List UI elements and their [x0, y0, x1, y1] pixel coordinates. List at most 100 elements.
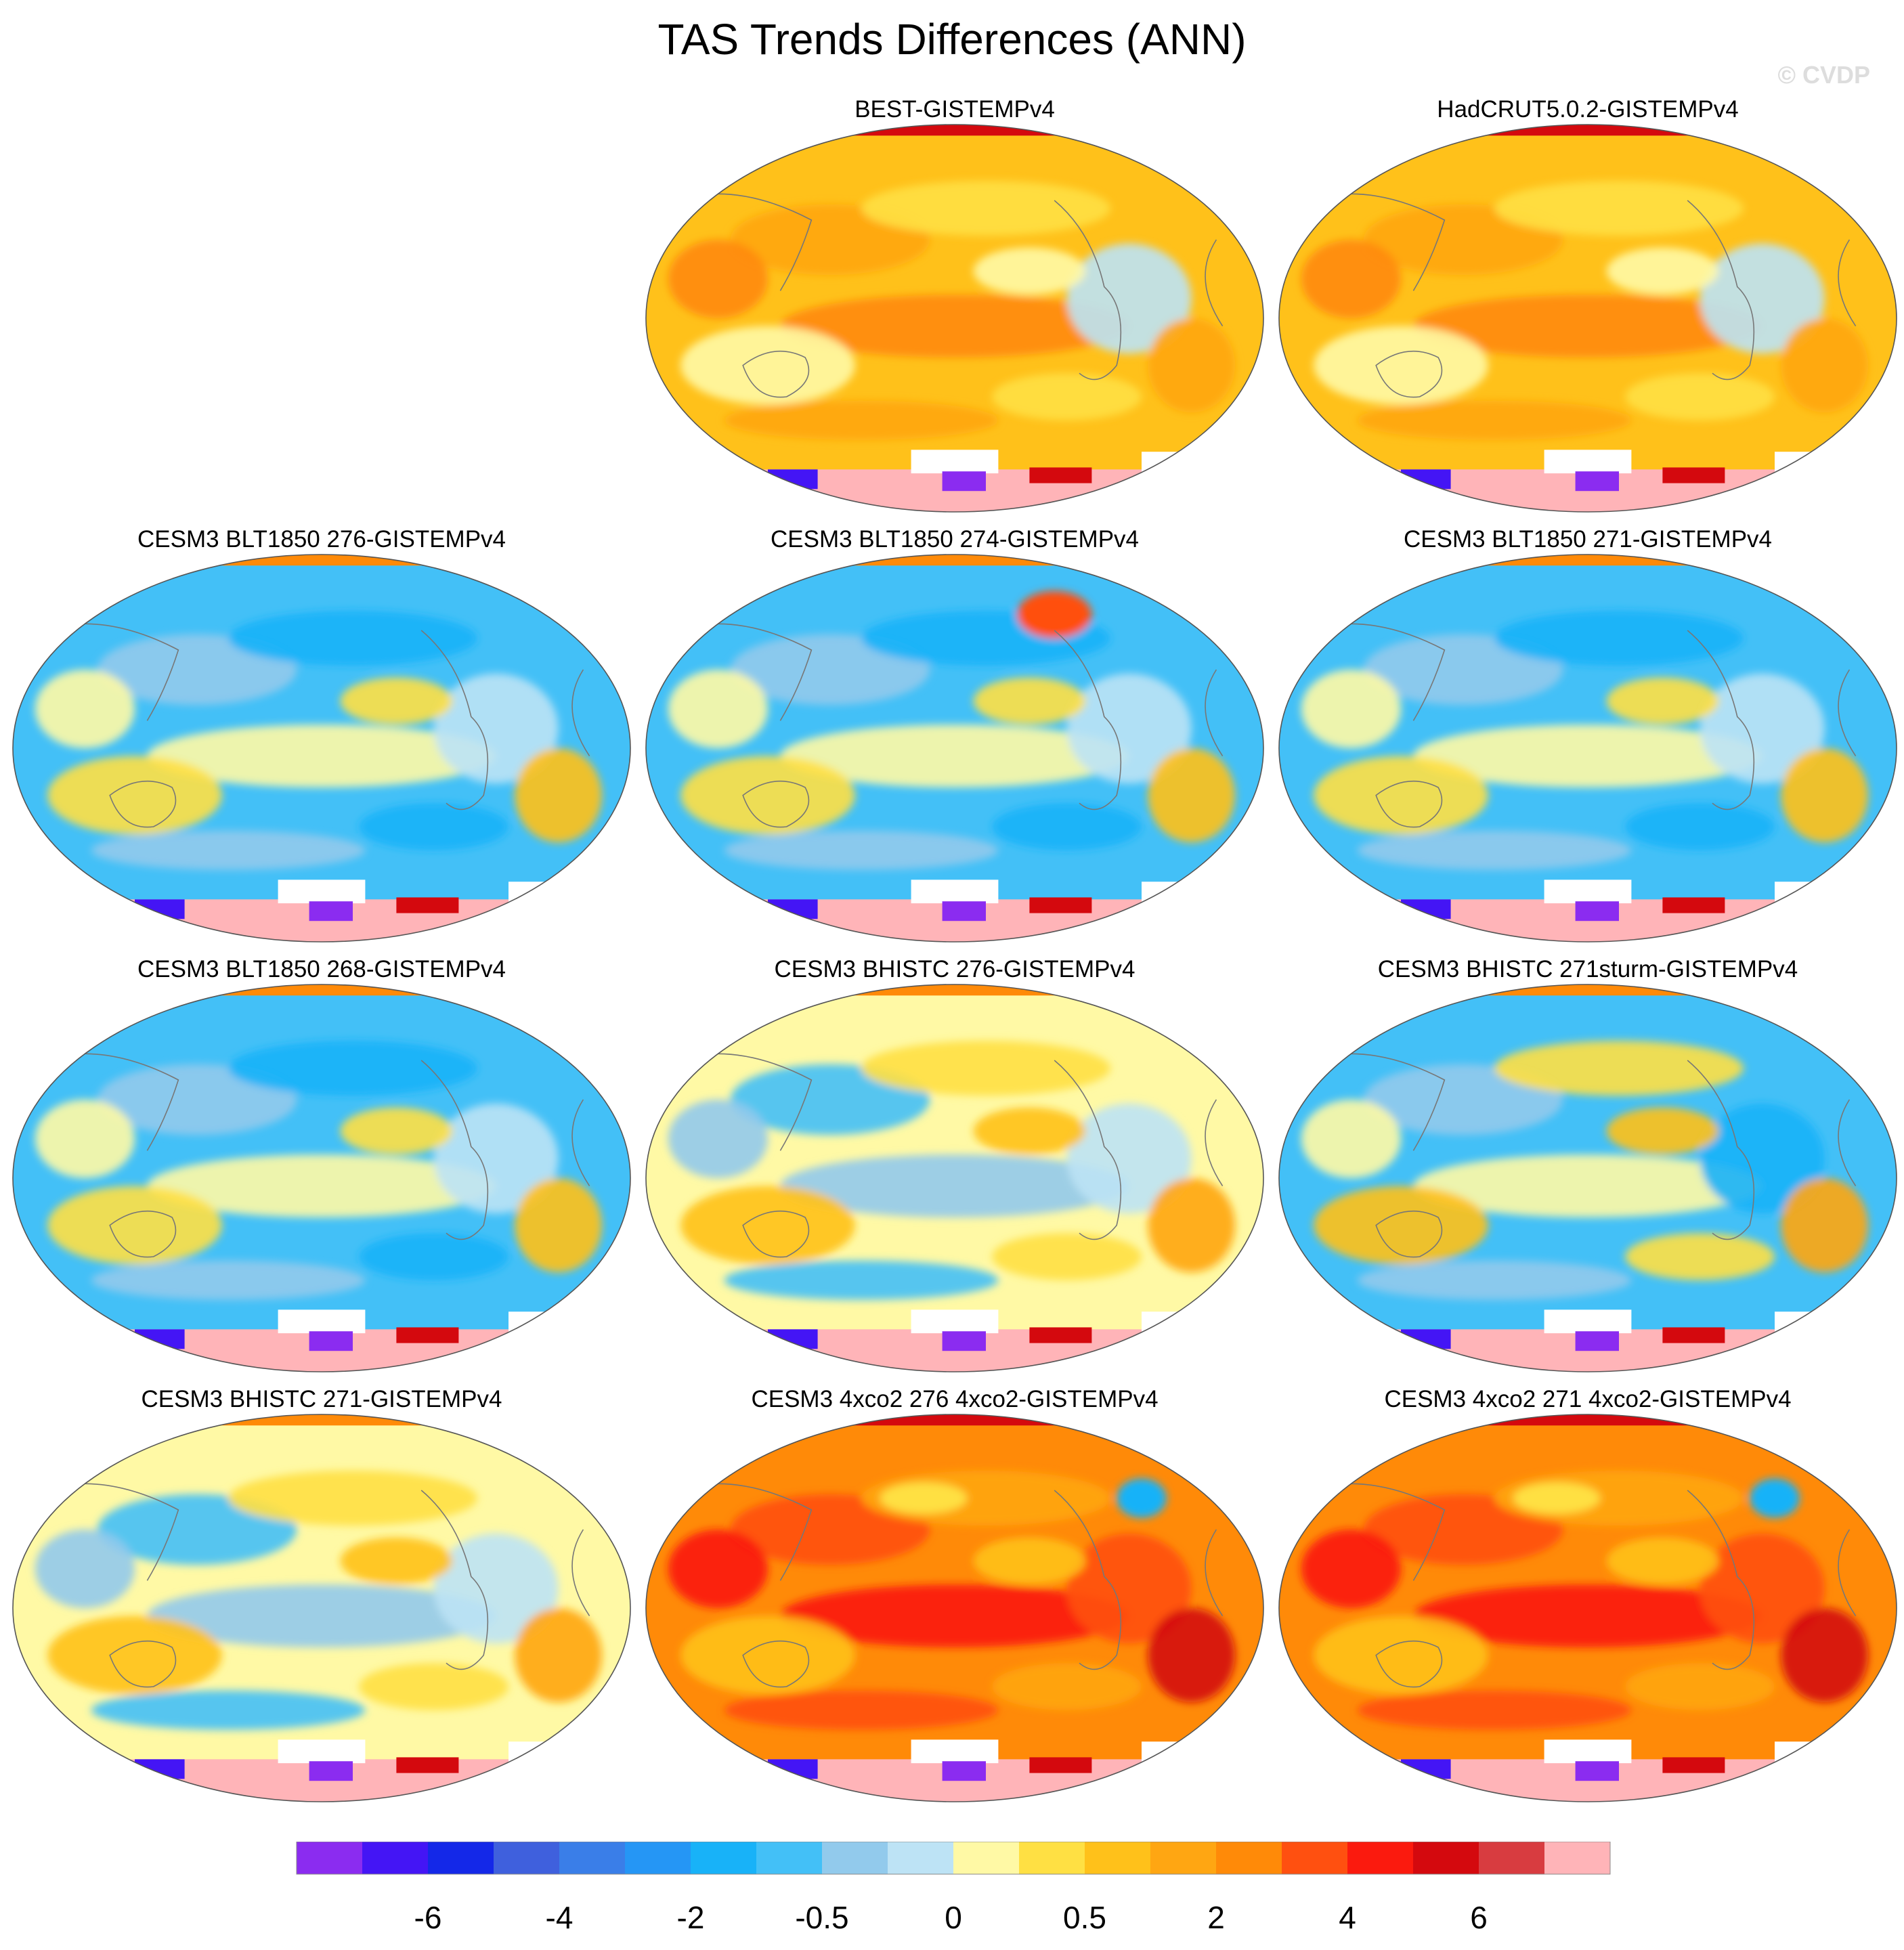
field-blob: [724, 1690, 999, 1730]
field-blob: [973, 677, 1086, 725]
field-blob: [340, 1107, 453, 1155]
field-blob: [359, 1663, 509, 1710]
field-blob: [47, 756, 222, 835]
map-panel: CESM3 BLT1850 268-GISTEMPv4: [7, 955, 636, 1374]
antarctic-region: [646, 1309, 1263, 1372]
antarctic-patch: [1575, 471, 1619, 492]
field-blob: [515, 1608, 602, 1703]
field-blob: [1494, 611, 1744, 666]
australia-outline: [742, 350, 810, 398]
antarctic-patch: [135, 1759, 185, 1779]
field-blob: [1148, 1178, 1235, 1273]
africa-outline: [1838, 1529, 1857, 1617]
field-blob: [680, 1186, 855, 1265]
map-svg: [645, 554, 1264, 942]
antarctic-patch: [1662, 897, 1725, 913]
antarctic-patch: [1401, 899, 1451, 919]
antarctic-missing: [1142, 452, 1217, 483]
field-blob: [880, 1482, 968, 1514]
antarctic-missing: [1544, 1739, 1632, 1764]
map-svg: [12, 984, 631, 1372]
africa-outline: [1205, 239, 1224, 327]
antarctic-patch: [706, 1325, 743, 1334]
field-blob: [35, 1530, 135, 1608]
field-blob: [515, 748, 602, 843]
americas-outline: [1687, 200, 1755, 381]
antarctic-patch: [1339, 1325, 1377, 1334]
field-blob: [47, 1616, 222, 1695]
colorbar-box: [1544, 1842, 1610, 1874]
australia-outline: [1375, 350, 1443, 398]
australia-outline: [109, 1640, 177, 1688]
antarctic-patch: [1662, 1757, 1725, 1773]
field-blob: [35, 670, 135, 748]
colorbar-tick-label: 0: [945, 1900, 962, 1935]
map-svg: [1278, 554, 1897, 942]
colorbar-box: [691, 1842, 756, 1874]
colorbar-tick-label: -4: [546, 1900, 574, 1935]
antarctic-patch: [309, 901, 353, 922]
antarctic-region: [13, 1309, 630, 1372]
field-blob: [973, 247, 1086, 295]
antarctic-patch: [942, 471, 986, 492]
panel-title: CESM3 4xco2 271 4xco2-GISTEMPv4: [1384, 1386, 1792, 1412]
antarctic-missing: [278, 1309, 366, 1334]
field-blob: [147, 1154, 496, 1217]
map-panel: HadCRUT5.0.2-GISTEMPv4: [1273, 95, 1903, 515]
antarctic-patch: [1339, 1755, 1377, 1764]
map-svg: [12, 1414, 631, 1802]
colorbar-box: [756, 1842, 822, 1874]
field-blob: [1357, 830, 1632, 870]
field-blob: [668, 670, 768, 748]
field-blob: [1413, 724, 1762, 787]
africa-outline: [1838, 239, 1857, 327]
antarctic-patch: [768, 469, 818, 490]
field-blob: [1357, 1260, 1632, 1300]
field-blob: [668, 1530, 768, 1608]
field-blob: [1357, 1690, 1632, 1730]
africa-outline: [571, 1529, 590, 1617]
field-blob: [147, 1584, 496, 1647]
arctic-band: [1279, 125, 1897, 136]
africa-outline: [1205, 1529, 1224, 1617]
field-blob: [91, 1260, 366, 1300]
americas-outline: [1054, 200, 1122, 381]
antarctic-patch: [1401, 1759, 1451, 1779]
africa-outline: [571, 1099, 590, 1187]
colorbar: -6 -4 -2 -0.5 0 0.5 2 4 6: [0, 1841, 1904, 1947]
antarctic-patch: [396, 1327, 459, 1343]
map-border: [1278, 124, 1897, 513]
panel-title: HadCRUT5.0.2-GISTEMPv4: [1437, 96, 1739, 123]
field-blob: [1148, 1608, 1235, 1703]
field-blob: [992, 1663, 1142, 1710]
antarctic-missing: [911, 1739, 999, 1764]
field-blob: [228, 1471, 477, 1526]
field-blob: [340, 1537, 453, 1585]
colorbar-box: [559, 1842, 625, 1874]
field-blob: [1781, 1178, 1868, 1273]
field-blob: [1781, 318, 1868, 413]
field-blob: [992, 803, 1142, 850]
panel-title: CESM3 4xco2 276 4xco2-GISTEMPv4: [751, 1386, 1159, 1412]
antarctic-region: [1279, 880, 1897, 942]
field-blob: [1066, 1103, 1192, 1214]
field-blob: [1314, 1616, 1488, 1695]
field-blob: [1413, 1584, 1762, 1647]
antarctic-region: [13, 880, 630, 942]
colorbar-box: [625, 1842, 691, 1874]
panel-title: CESM3 BHISTC 276-GISTEMPv4: [774, 956, 1135, 982]
arctic-band: [1279, 984, 1897, 996]
field-blob: [1700, 1103, 1825, 1214]
antarctic-missing: [509, 1741, 584, 1773]
field-blob: [973, 1537, 1086, 1585]
figure-title: TAS Trends Differences (ANN): [657, 15, 1247, 64]
cvdp-watermark: © CVDP: [1777, 61, 1870, 89]
americas-outline: [420, 1490, 489, 1670]
field-blob: [1781, 748, 1868, 843]
field-blob: [861, 181, 1110, 236]
field-blob: [1700, 1533, 1825, 1644]
australia-outline: [109, 1210, 177, 1258]
field-blob: [992, 373, 1142, 420]
africa-outline: [1838, 669, 1857, 757]
map-border: [645, 554, 1264, 942]
